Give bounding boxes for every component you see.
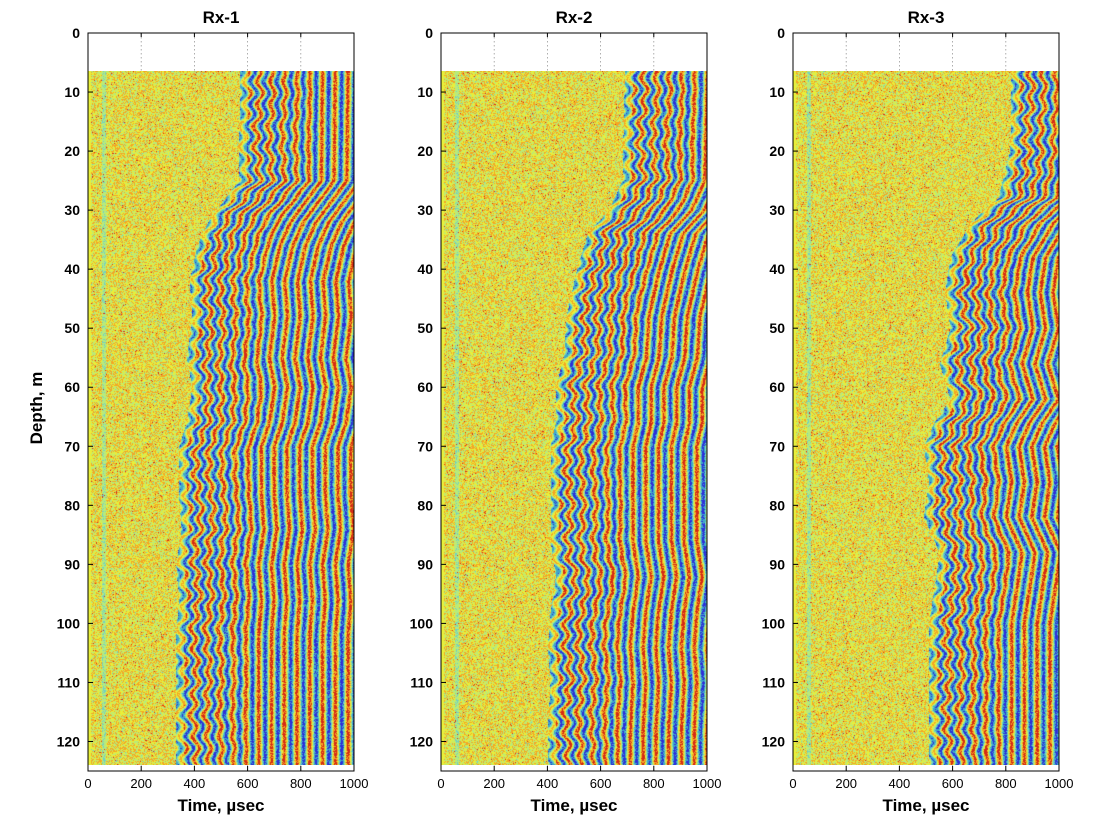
y-tick-label: 20 [769, 143, 785, 159]
y-tick-label: 90 [64, 556, 80, 572]
y-tick-label: 70 [64, 438, 80, 454]
y-tick-label: 40 [64, 261, 80, 277]
y-tick-label: 50 [417, 320, 433, 336]
y-tick-label: 60 [417, 379, 433, 395]
y-tick-label: 30 [417, 202, 433, 218]
y-tick-label: 120 [410, 733, 434, 749]
x-tick-label: 200 [130, 776, 152, 791]
y-tick-label: 0 [777, 25, 785, 41]
y-tick-label: 10 [64, 84, 80, 100]
x-tick-label: 800 [995, 776, 1017, 791]
x-axis-label: Time, µsec [531, 796, 618, 815]
x-axis-label: Time, µsec [178, 796, 265, 815]
x-tick-label: 400 [537, 776, 559, 791]
y-tick-label: 100 [410, 615, 434, 631]
y-tick-label: 70 [417, 438, 433, 454]
x-tick-label: 400 [184, 776, 206, 791]
y-tick-label: 10 [769, 84, 785, 100]
y-tick-label: 20 [64, 143, 80, 159]
x-tick-label: 0 [789, 776, 796, 791]
y-tick-label: 60 [769, 379, 785, 395]
y-tick-label: 30 [769, 202, 785, 218]
y-tick-label: 90 [417, 556, 433, 572]
y-tick-label: 80 [769, 497, 785, 513]
y-tick-label: 70 [769, 438, 785, 454]
x-tick-label: 1000 [693, 776, 722, 791]
heatmap-image [88, 71, 354, 766]
y-tick-label: 90 [769, 556, 785, 572]
y-tick-label: 0 [72, 25, 80, 41]
y-tick-label: 120 [762, 733, 786, 749]
y-tick-label: 60 [64, 379, 80, 395]
y-tick-label: 40 [417, 261, 433, 277]
axes-frame [87, 32, 355, 772]
x-axis-label: Time, µsec [883, 796, 970, 815]
y-tick-label: 40 [769, 261, 785, 277]
x-tick-label: 800 [290, 776, 312, 791]
x-tick-label: 600 [590, 776, 612, 791]
x-tick-label: 1000 [1045, 776, 1074, 791]
y-tick-label: 10 [417, 84, 433, 100]
y-tick-label: 110 [762, 674, 785, 690]
x-tick-label: 1000 [340, 776, 369, 791]
y-tick-label: 110 [57, 674, 80, 690]
panel-rx-2: Rx-2 0 10 20 30 40 50 60 70 80 90 100 110 120 0 200 400 6… [410, 8, 722, 815]
y-tick-label: 120 [57, 733, 81, 749]
x-tick-label: 600 [237, 776, 259, 791]
y-tick-label: 50 [769, 320, 785, 336]
x-tick-label: 200 [483, 776, 505, 791]
y-tick-label: 80 [417, 497, 433, 513]
x-tick-label: 400 [889, 776, 911, 791]
axes-frame [792, 32, 1060, 772]
y-tick-label: 80 [64, 497, 80, 513]
panel-title: Rx-1 [203, 8, 240, 27]
y-tick-label: 50 [64, 320, 80, 336]
heatmap-image [441, 71, 707, 766]
y-tick-label: 30 [64, 202, 80, 218]
panel-rx-1: Rx-1 0 10 20 30 40 50 60 70 80 90 100 110 120 0 200 400 6… [57, 8, 369, 815]
x-tick-label: 800 [643, 776, 665, 791]
panel-title: Rx-3 [908, 8, 945, 27]
y-tick-label: 20 [417, 143, 433, 159]
y-tick-label: 110 [410, 674, 433, 690]
x-tick-label: 200 [835, 776, 857, 791]
x-tick-label: 0 [84, 776, 91, 791]
x-tick-label: 0 [437, 776, 444, 791]
y-axis-label: Depth, m [27, 372, 46, 445]
heatmap-image [793, 71, 1059, 766]
y-tick-label: 0 [425, 25, 433, 41]
y-tick-label: 100 [762, 615, 786, 631]
x-tick-label: 600 [942, 776, 964, 791]
y-tick-label: 100 [57, 615, 81, 631]
panel-title: Rx-2 [556, 8, 593, 27]
panel-rx-3: Rx-3 0 10 20 30 40 50 60 70 80 90 100 110 120 0 200 400 6… [762, 8, 1074, 815]
axes-frame [440, 32, 708, 772]
